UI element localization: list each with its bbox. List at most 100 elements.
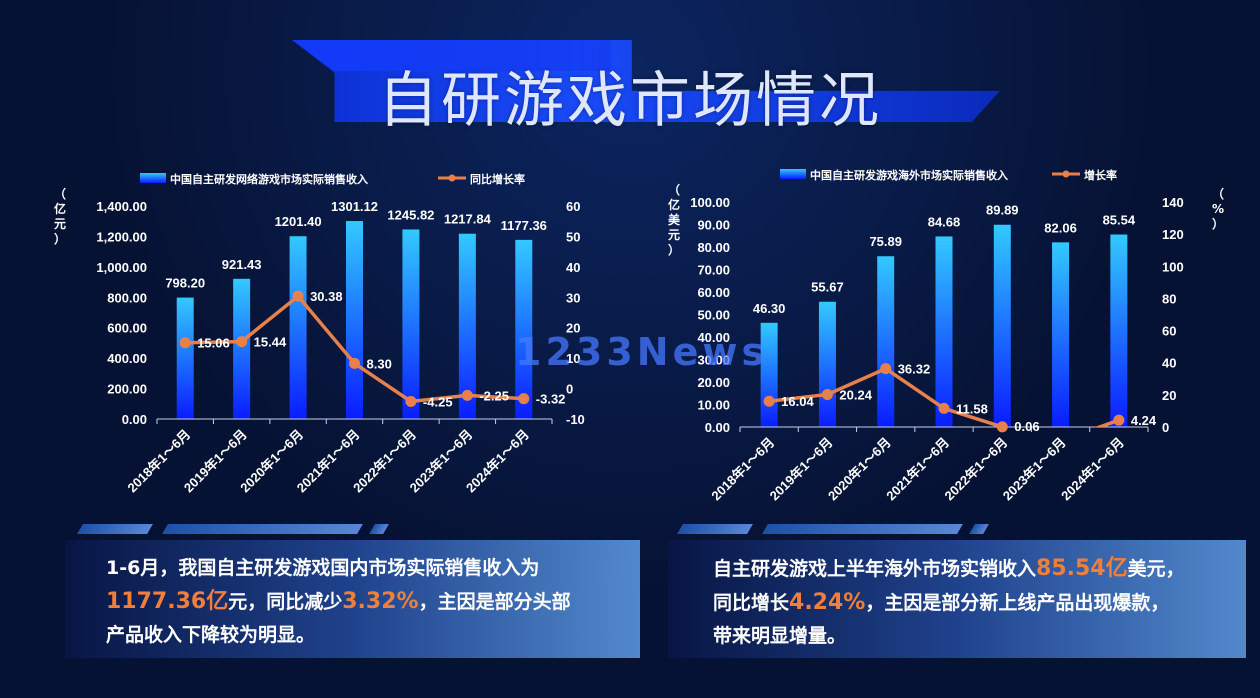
y-right-tick: -10 <box>566 412 585 427</box>
y-left-tick: 60.00 <box>697 285 730 300</box>
bar-value-label: 798.20 <box>165 276 205 291</box>
bar-value-label: 89.89 <box>986 203 1019 218</box>
y-left-tick: 0.00 <box>122 412 147 427</box>
legend-bar-swatch <box>780 169 806 179</box>
bar-value-label: 1301.12 <box>331 199 378 214</box>
legend-bar-swatch <box>140 173 166 183</box>
bar-value-label: 84.68 <box>928 214 961 229</box>
growth-value-label: -2.25 <box>479 388 509 403</box>
summary-text-right: 自主研发游戏上半年海外市场实销收入85.54亿美元， 同比增长4.24%，主因是… <box>713 552 1233 653</box>
deco-strip <box>677 524 753 534</box>
summary-left-part2: 元，同比减少 <box>228 591 343 613</box>
y-right-tick: 120 <box>1162 227 1184 242</box>
y-left-tick: 600.00 <box>107 321 147 336</box>
y-left-tick: 30.00 <box>697 353 730 368</box>
domestic-revenue-chart: 中国自主研发网络游戏市场实际销售收入同比增长率（亿元）（%）0.00200.00… <box>54 172 585 495</box>
growth-point <box>996 421 1008 433</box>
bar-value-label: 46.30 <box>753 301 786 316</box>
growth-value-label: 30.38 <box>310 289 343 304</box>
bar <box>993 224 1011 427</box>
legend-line-marker <box>448 174 456 182</box>
y-left-unit-char: 元 <box>54 217 66 231</box>
summary-right-highlight-value: 85.54亿 <box>1036 556 1128 581</box>
y-right-unit-char: （ <box>1212 186 1224 201</box>
bar-value-label: 1201.40 <box>275 214 322 229</box>
bar-value-label: 921.43 <box>222 257 262 272</box>
growth-point <box>821 388 833 400</box>
watermark: 1233News <box>515 330 769 374</box>
y-left-tick: 200.00 <box>107 382 147 397</box>
bar-value-label: 55.67 <box>811 280 844 295</box>
summary-right-part5: 带来明显增量。 <box>713 625 847 647</box>
y-left-tick: 70.00 <box>697 263 730 278</box>
growth-point <box>236 336 248 348</box>
y-left-tick: 0.00 <box>705 420 730 435</box>
summary-left-part3: ，主因是部分头部 <box>418 591 571 613</box>
growth-value-label: 15.44 <box>254 335 287 350</box>
y-left-tick: 100.00 <box>690 195 730 210</box>
y-left-tick: 400.00 <box>107 351 147 366</box>
bar <box>818 301 836 427</box>
page-title: 自研游戏市场情况 <box>378 66 882 136</box>
y-left-tick: 50.00 <box>697 308 730 323</box>
y-right-tick: 40 <box>566 260 580 275</box>
bar <box>1052 242 1070 427</box>
summary-right-part3: 同比增长 <box>713 592 790 614</box>
bar <box>515 239 533 419</box>
y-right-tick: 20 <box>1162 388 1176 403</box>
growth-value-label: -3.32 <box>536 392 566 407</box>
y-left-tick: 10.00 <box>697 398 730 413</box>
growth-value-label: 8.30 <box>367 356 392 371</box>
legend-line-label: 增长率 <box>1084 168 1117 182</box>
y-left-unit-char: （ <box>668 182 680 197</box>
y-right-unit-char: ） <box>1212 216 1224 231</box>
growth-value-label: 11.58 <box>956 401 988 416</box>
growth-value-label: 16.04 <box>781 394 814 409</box>
overseas-revenue-chart: 中国自主研发游戏海外市场实际销售收入 增长率（亿美元）（%）0.0010.0020… <box>668 168 1224 503</box>
y-left-tick: 80.00 <box>697 240 730 255</box>
bar <box>346 221 363 419</box>
growth-point <box>938 402 950 414</box>
summary-panel-right <box>668 540 1246 658</box>
y-left-tick: 20.00 <box>697 375 730 390</box>
growth-point <box>461 389 473 401</box>
summary-text-left: 1-6月，我国自主研发游戏国内市场实际销售收入为 1177.36亿元，同比减少3… <box>106 552 626 652</box>
y-left-unit-char: 美 <box>668 212 681 227</box>
summary-panel-left <box>65 540 640 658</box>
y-left-unit-char: 亿 <box>54 201 66 216</box>
y-right-tick: 60 <box>566 199 580 214</box>
y-left-unit-char: （ <box>54 186 66 201</box>
growth-point <box>405 396 417 408</box>
y-right-tick: 100 <box>1162 259 1184 274</box>
growth-value-label: 4.24 <box>1131 413 1157 428</box>
y-right-tick: 60 <box>1162 324 1176 339</box>
summary-left-highlight-value: 1177.36亿 <box>106 589 229 614</box>
bar-value-label: 85.54 <box>1103 213 1136 228</box>
y-left-tick: 1,200.00 <box>96 229 147 244</box>
y-left-unit-char: 元 <box>668 228 680 242</box>
deco-strip <box>762 524 963 534</box>
y-left-tick: 40.00 <box>697 330 730 345</box>
y-left-unit-char: ） <box>54 231 66 246</box>
growth-point <box>292 290 304 302</box>
summary-right-part4: ，主因是部分新上线产品出现爆款， <box>865 592 1170 614</box>
growth-point <box>518 393 530 405</box>
bar-value-label: 82.06 <box>1044 220 1077 235</box>
deco-strip <box>162 524 363 534</box>
y-left-tick: 800.00 <box>107 290 147 305</box>
bar <box>458 233 476 419</box>
y-right-tick: 30 <box>566 290 580 305</box>
summary-right-highlight-rate: 4.24% <box>789 590 866 615</box>
y-left-tick: 1,400.00 <box>96 199 147 214</box>
growth-point <box>763 395 775 407</box>
bar <box>176 297 194 419</box>
bar <box>233 278 251 419</box>
y-right-tick: 0 <box>566 382 573 397</box>
y-right-tick: 10 <box>566 351 580 366</box>
summary-left-part1: 1-6月，我国自主研发游戏国内市场实际销售收入为 <box>106 557 540 579</box>
legend-bar-label: 中国自主研发游戏海外市场实际销售收入 <box>810 168 1008 182</box>
y-left-unit-char: ） <box>668 242 680 257</box>
y-right-unit-char: % <box>1212 202 1224 216</box>
bar <box>1110 234 1128 427</box>
growth-value-label: 20.24 <box>839 387 872 402</box>
